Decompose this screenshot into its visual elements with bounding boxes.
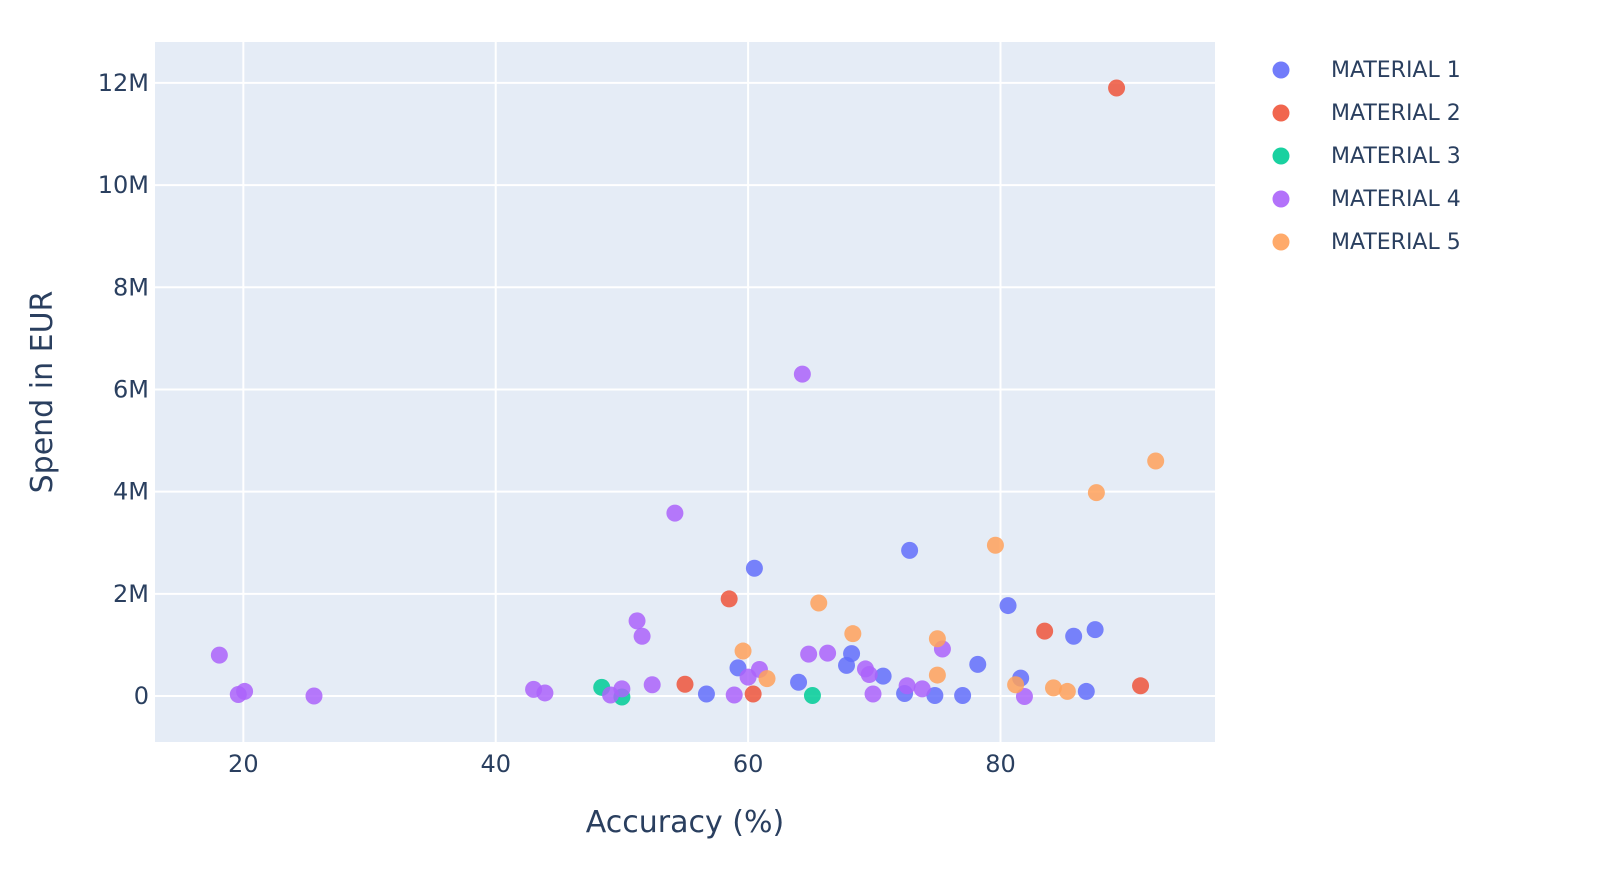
data-point[interactable] — [1086, 621, 1104, 639]
x-tick-label: 40 — [480, 750, 511, 778]
data-point[interactable] — [928, 666, 946, 684]
data-point[interactable] — [210, 646, 228, 664]
data-point[interactable] — [1147, 452, 1165, 470]
y-axis-title: Spend in EUR — [25, 291, 60, 494]
legend-label: MATERIAL 4 — [1331, 187, 1461, 212]
data-point[interactable] — [790, 673, 808, 691]
grid-lines — [155, 42, 1215, 742]
y-tick-label: 10M — [98, 171, 149, 199]
data-point[interactable] — [1007, 676, 1025, 694]
y-tick-label: 4M — [113, 478, 149, 506]
legend-item[interactable]: MATERIAL 2 — [1272, 101, 1461, 126]
data-point[interactable] — [810, 594, 828, 612]
data-point[interactable] — [1087, 484, 1105, 502]
data-point[interactable] — [725, 686, 743, 704]
data-point[interactable] — [999, 597, 1017, 615]
data-point[interactable] — [536, 684, 554, 702]
data-point[interactable] — [793, 365, 811, 383]
data-point[interactable] — [1044, 679, 1062, 697]
legend-item[interactable]: MATERIAL 4 — [1272, 187, 1461, 212]
legend-marker — [1272, 233, 1290, 251]
data-point[interactable] — [844, 625, 862, 643]
y-tick-label: 6M — [113, 375, 149, 403]
x-tick-label: 20 — [228, 750, 259, 778]
data-point[interactable] — [819, 644, 837, 662]
data-point[interactable] — [720, 590, 738, 608]
data-point[interactable] — [1015, 688, 1033, 706]
legend-marker — [1272, 61, 1290, 79]
data-point[interactable] — [633, 627, 651, 645]
data-point[interactable] — [954, 687, 972, 705]
data-point[interactable] — [800, 645, 818, 663]
legend-label: MATERIAL 3 — [1331, 144, 1461, 169]
legend-item[interactable]: MATERIAL 5 — [1272, 230, 1461, 255]
x-axis-ticks: 20 40 60 80 — [228, 750, 1016, 778]
data-point[interactable] — [628, 612, 646, 630]
data-point[interactable] — [969, 655, 987, 673]
data-point[interactable] — [913, 680, 931, 698]
data-point[interactable] — [758, 670, 776, 688]
plot-area — [155, 42, 1215, 742]
data-point[interactable] — [734, 642, 752, 660]
legend-marker — [1272, 190, 1290, 208]
data-point[interactable] — [898, 677, 916, 695]
data-point[interactable] — [745, 559, 763, 577]
data-point[interactable] — [1132, 677, 1150, 695]
x-tick-label: 80 — [985, 750, 1016, 778]
data-point[interactable] — [666, 504, 684, 522]
legend-label: MATERIAL 5 — [1331, 230, 1461, 255]
y-tick-label: 0 — [134, 682, 149, 710]
legend-item[interactable]: MATERIAL 1 — [1272, 58, 1461, 83]
data-point[interactable] — [1077, 682, 1095, 700]
data-point[interactable] — [236, 682, 254, 700]
data-point[interactable] — [1058, 682, 1076, 700]
data-point[interactable] — [1036, 622, 1054, 640]
data-point[interactable] — [926, 687, 944, 705]
data-point[interactable] — [901, 541, 919, 559]
legend-item[interactable]: MATERIAL 3 — [1272, 144, 1461, 169]
data-point[interactable] — [803, 687, 821, 705]
y-axis-ticks: 0 2M 4M 6M 8M 10M 12M — [98, 69, 149, 710]
data-point[interactable] — [613, 680, 631, 698]
data-point[interactable] — [928, 630, 946, 648]
legend-label: MATERIAL 1 — [1331, 58, 1461, 83]
legend[interactable]: MATERIAL 1 MATERIAL 2 MATERIAL 3 MATERIAL 4… — [1272, 58, 1461, 255]
y-tick-label: 2M — [113, 580, 149, 608]
x-axis-title: Accuracy (%) — [586, 805, 784, 840]
data-point[interactable] — [643, 676, 661, 694]
data-point[interactable] — [697, 685, 715, 703]
data-point[interactable] — [744, 685, 762, 703]
data-points — [210, 79, 1165, 706]
data-point[interactable] — [843, 645, 861, 663]
y-tick-label: 12M — [98, 69, 149, 97]
data-point[interactable] — [305, 687, 323, 705]
data-point[interactable] — [864, 685, 882, 703]
legend-marker — [1272, 104, 1290, 122]
y-tick-label: 8M — [113, 273, 149, 301]
data-point[interactable] — [860, 666, 878, 684]
data-point[interactable] — [1065, 627, 1083, 645]
data-point[interactable] — [676, 675, 694, 693]
x-tick-label: 60 — [733, 750, 764, 778]
legend-marker — [1272, 147, 1290, 165]
data-point[interactable] — [874, 667, 892, 685]
data-point[interactable] — [986, 536, 1004, 554]
legend-label: MATERIAL 2 — [1331, 101, 1461, 126]
data-point[interactable] — [1108, 79, 1126, 97]
